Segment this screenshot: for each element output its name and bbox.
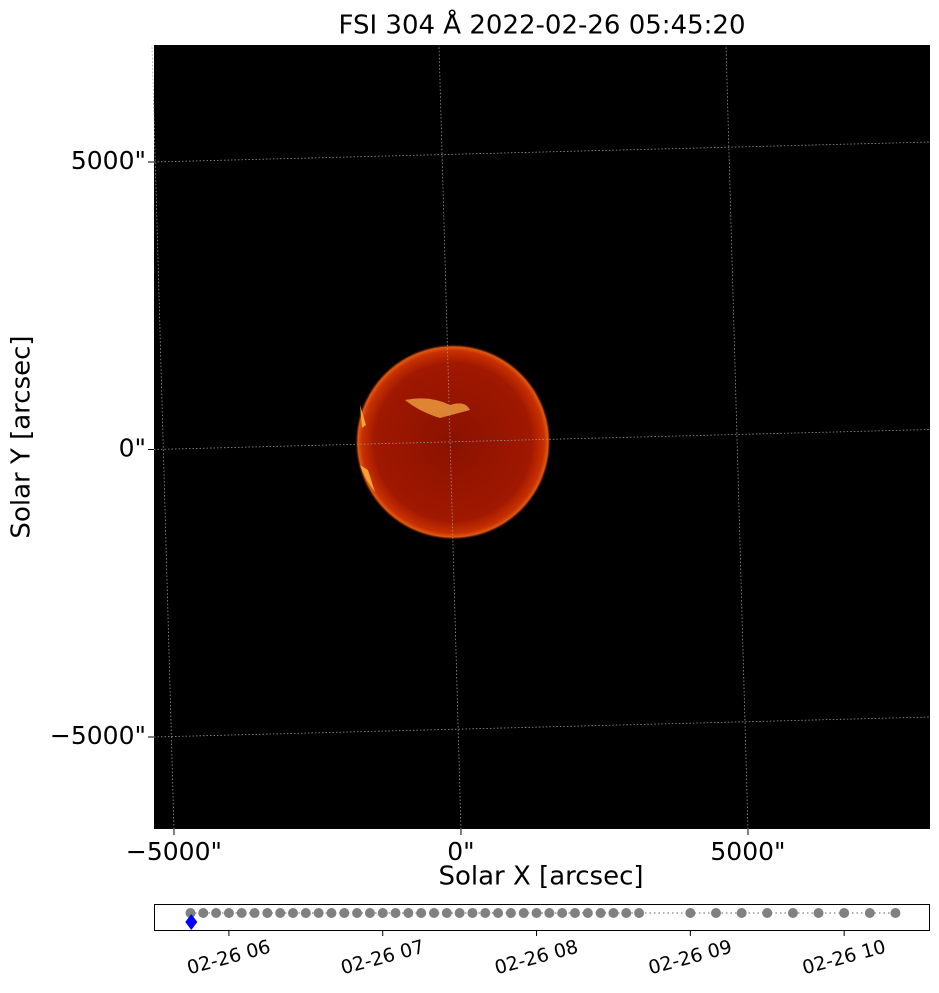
frame-dot bbox=[864, 908, 875, 918]
frame-dot bbox=[262, 908, 273, 918]
frame-dot bbox=[428, 908, 439, 918]
y-tick-label: −5000" bbox=[50, 721, 146, 750]
frame-dot bbox=[377, 908, 388, 918]
frame-dot bbox=[608, 908, 619, 918]
x-axis-label: Solar X [arcsec] bbox=[438, 862, 643, 892]
x-tick-label: 02-26 07 bbox=[338, 936, 426, 979]
x-tick-label: 02-26 08 bbox=[492, 936, 580, 979]
grid-line bbox=[151, 44, 175, 830]
frame-dot bbox=[582, 908, 593, 918]
y-axis-label: Solar Y [arcsec] bbox=[7, 335, 37, 538]
frame-dot bbox=[223, 908, 234, 918]
x-tick-label: 02-26 09 bbox=[646, 936, 734, 979]
frame-dot bbox=[595, 908, 606, 918]
frame-dot bbox=[710, 908, 721, 918]
frame-dot bbox=[544, 908, 555, 918]
x-tick-label: 02-26 06 bbox=[185, 936, 273, 979]
x-tick-label: 02-26 10 bbox=[800, 936, 888, 979]
frame-dot bbox=[531, 908, 542, 918]
frame-dot bbox=[518, 908, 529, 918]
sun-disk bbox=[355, 344, 551, 540]
current-frame-marker bbox=[185, 914, 198, 930]
frame-dot bbox=[326, 908, 337, 918]
frame-dot bbox=[313, 908, 324, 918]
active-region bbox=[405, 398, 470, 418]
timeline-frame bbox=[154, 904, 930, 931]
frame-dot bbox=[288, 908, 299, 918]
chart-title: FSI 304 Å 2022-02-26 05:45:20 bbox=[338, 9, 745, 41]
frame-dot bbox=[352, 908, 363, 918]
frame-dot bbox=[249, 908, 260, 918]
frame-dot bbox=[185, 908, 196, 918]
frame-dot bbox=[454, 908, 465, 918]
frame-dot bbox=[275, 908, 286, 918]
frame-dot bbox=[634, 908, 645, 918]
frame-dot bbox=[198, 908, 209, 918]
frame-dot bbox=[839, 908, 850, 918]
frame-dot bbox=[416, 908, 427, 918]
frame-dot bbox=[390, 908, 401, 918]
x-tick-label: 0" bbox=[447, 837, 474, 866]
frame-dot bbox=[557, 908, 568, 918]
frame-dot bbox=[736, 908, 747, 918]
frame-dot bbox=[364, 908, 375, 918]
frame-dot bbox=[621, 908, 632, 918]
frame-dot bbox=[762, 908, 773, 918]
x-tick-label: −5000" bbox=[126, 837, 222, 866]
grid-line bbox=[438, 44, 462, 830]
frame-dot bbox=[211, 908, 222, 918]
frame-dot bbox=[300, 908, 311, 918]
frame-dot bbox=[685, 908, 696, 918]
limb-feature bbox=[360, 405, 375, 492]
frame-dot bbox=[569, 908, 580, 918]
frame-dot bbox=[787, 908, 798, 918]
frame-dot bbox=[467, 908, 478, 918]
frame-dot bbox=[493, 908, 504, 918]
frame-dot bbox=[890, 908, 901, 918]
frame-dot bbox=[403, 908, 414, 918]
frame-dot bbox=[339, 908, 350, 918]
x-tick-label: 5000" bbox=[710, 837, 785, 866]
y-tick-label: 0" bbox=[119, 434, 146, 463]
y-tick-label: 5000" bbox=[71, 146, 146, 175]
frame-dot bbox=[505, 908, 516, 918]
frame-dot bbox=[236, 908, 247, 918]
frame-dot bbox=[813, 908, 824, 918]
frame-dot bbox=[480, 908, 491, 918]
grid-line bbox=[725, 44, 749, 830]
frame-dot bbox=[441, 908, 452, 918]
